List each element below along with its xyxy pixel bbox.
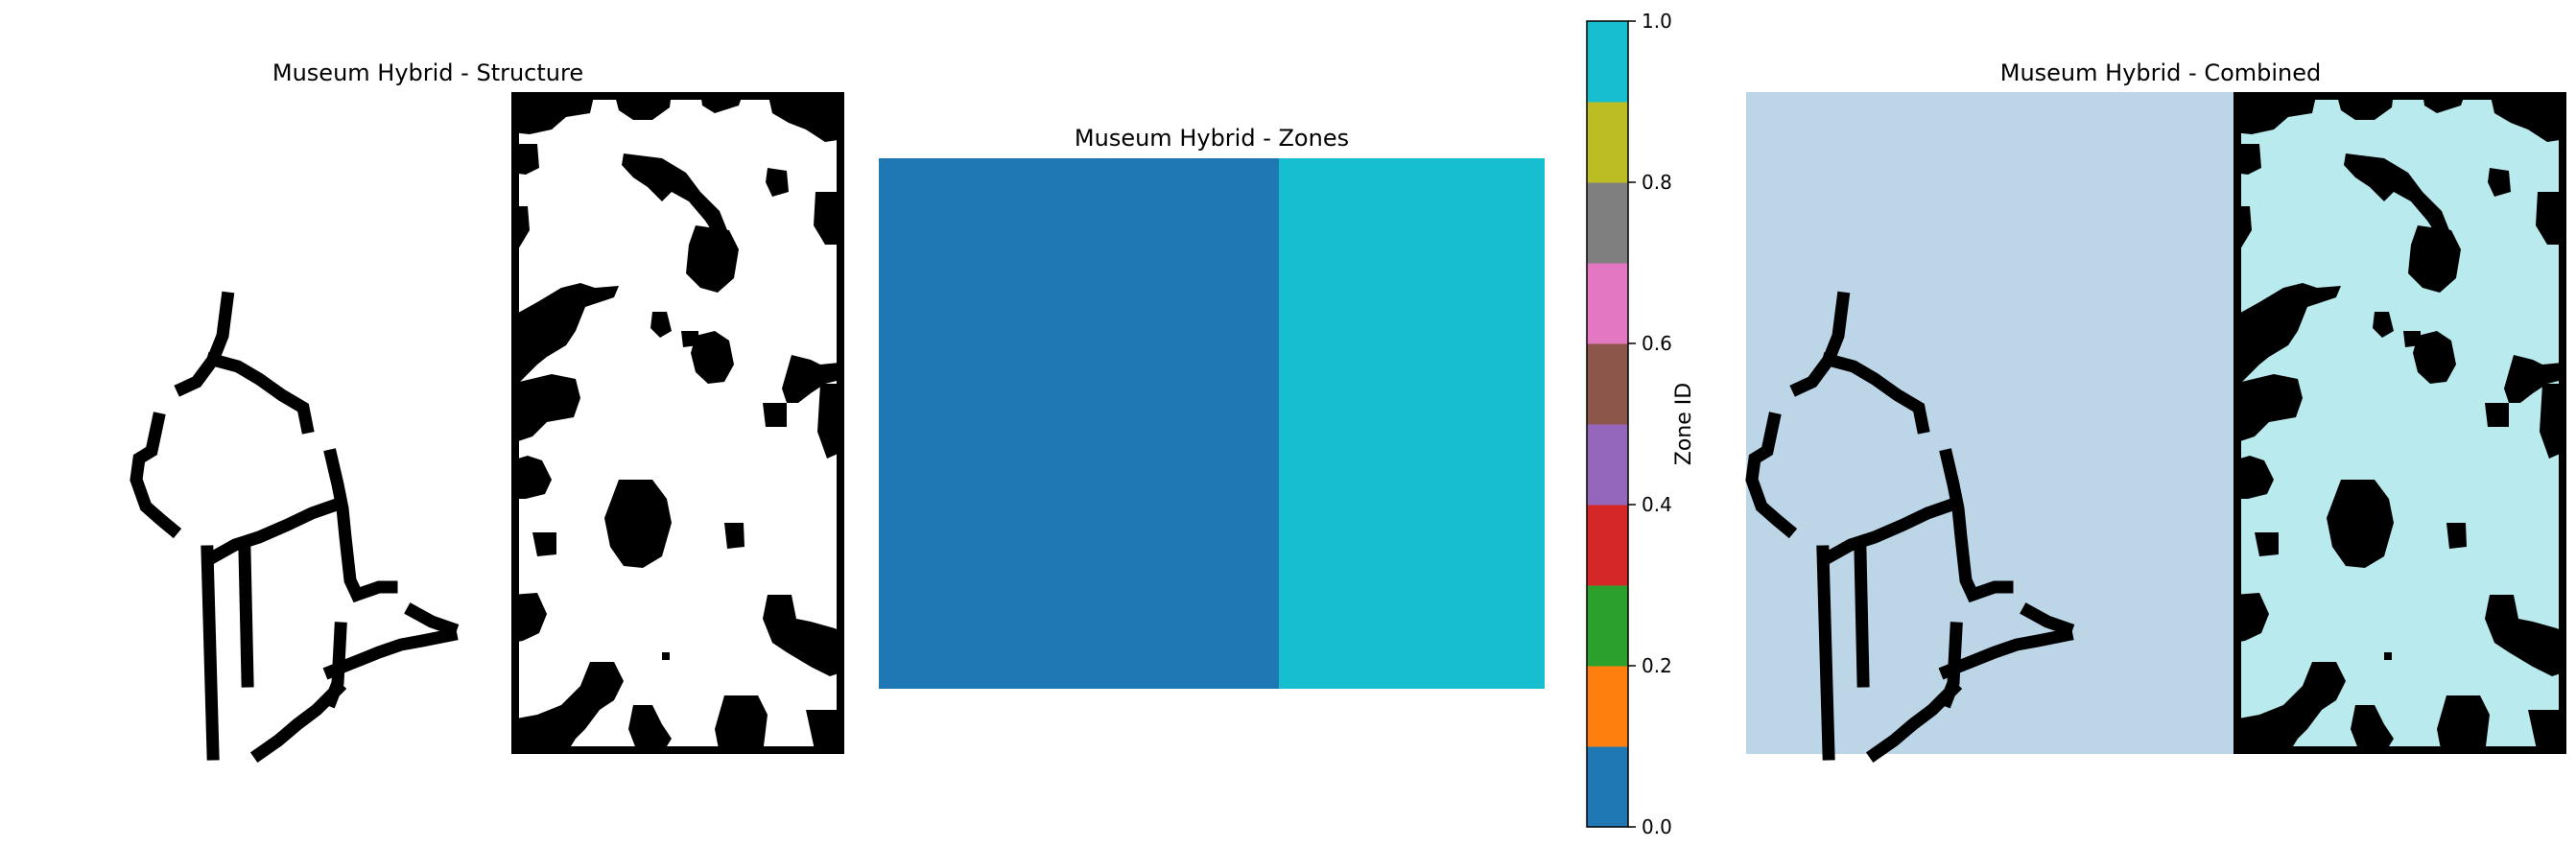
colorbar-tick-label: 1.0 [1642, 10, 1672, 33]
colorbar-segment [1587, 666, 1628, 747]
colorbar-tick-label: 0.2 [1642, 654, 1672, 677]
right-wing-walls [511, 92, 844, 754]
wall-blob [763, 595, 844, 676]
wall-blob [766, 168, 789, 197]
wall-blob [511, 92, 595, 134]
wall-blob [814, 192, 844, 245]
combined-title: Museum Hybrid - Combined [2000, 59, 2322, 86]
zones-title: Museum Hybrid - Zones [1075, 125, 1349, 152]
wall-blob [782, 355, 844, 403]
wall-blob [662, 652, 670, 660]
colorbar-ticks: 0.0 0.2 0.4 0.6 0.8 1.0 [1628, 10, 1672, 838]
colorbar-segment [1587, 424, 1628, 506]
zone-1-area [1279, 158, 1545, 689]
wall-line [130, 412, 182, 539]
colorbar-frame [1586, 20, 1629, 828]
combined-panel: Museum Hybrid - Combined [1746, 59, 2566, 754]
colorbar-segment [1587, 343, 1628, 425]
wall-blob [650, 312, 672, 338]
colorbar-segment [1587, 263, 1628, 344]
wall-blob [511, 144, 539, 175]
wall-blob [511, 593, 547, 643]
wall-line [205, 352, 315, 435]
colorbar-segment [1587, 585, 1628, 667]
wall-blob [511, 283, 619, 384]
wall-blob [715, 695, 768, 754]
wall-blob [511, 456, 552, 499]
wall-blob [724, 523, 744, 549]
wall-line [322, 627, 459, 680]
colorbar-tick-label: 0.4 [1642, 493, 1672, 516]
colorbar-segments [1587, 21, 1628, 828]
wall-blob [622, 153, 729, 240]
wall-line [404, 602, 460, 637]
zone-0-area [879, 158, 1279, 689]
colorbar-tick-label: 0.6 [1642, 332, 1672, 355]
colorbar-segment [1587, 21, 1628, 103]
wall-line [238, 545, 254, 688]
colorbar-tick-label: 0.0 [1642, 815, 1672, 838]
wall-blob [763, 403, 787, 427]
wall-blob [511, 206, 530, 249]
colorbar-segment [1587, 746, 1628, 828]
wall-blob [768, 92, 844, 142]
structure-open-area [130, 92, 844, 754]
wall-blob [817, 384, 844, 459]
colorbar-label: Zone ID [1672, 383, 1696, 465]
colorbar-segment [1587, 102, 1628, 183]
wall-line [323, 448, 398, 603]
wall-blob [614, 92, 672, 120]
wall-blob [511, 374, 580, 451]
wall-blob [532, 532, 556, 556]
wall-blob [511, 662, 624, 754]
structure-panel: Museum Hybrid - Structure [130, 59, 844, 764]
wall-blob [700, 92, 744, 113]
wall-line [202, 498, 340, 567]
wall-line [201, 545, 220, 761]
structure-title: Museum Hybrid - Structure [272, 59, 583, 86]
wall-blob [604, 480, 672, 568]
colorbar: 0.0 0.2 0.4 0.6 0.8 1.0 Zone ID [1586, 10, 1696, 838]
colorbar-segment [1587, 182, 1628, 264]
colorbar-tick-label: 0.8 [1642, 171, 1672, 194]
wall-blob [806, 710, 844, 754]
wall-line [249, 679, 347, 764]
zones-panel: Museum Hybrid - Zones [879, 125, 1545, 689]
wall-blob [686, 225, 739, 293]
wall-blob [691, 331, 734, 384]
wall-blob [628, 705, 672, 754]
colorbar-segment [1587, 505, 1628, 586]
left-wing-walls [130, 291, 460, 764]
